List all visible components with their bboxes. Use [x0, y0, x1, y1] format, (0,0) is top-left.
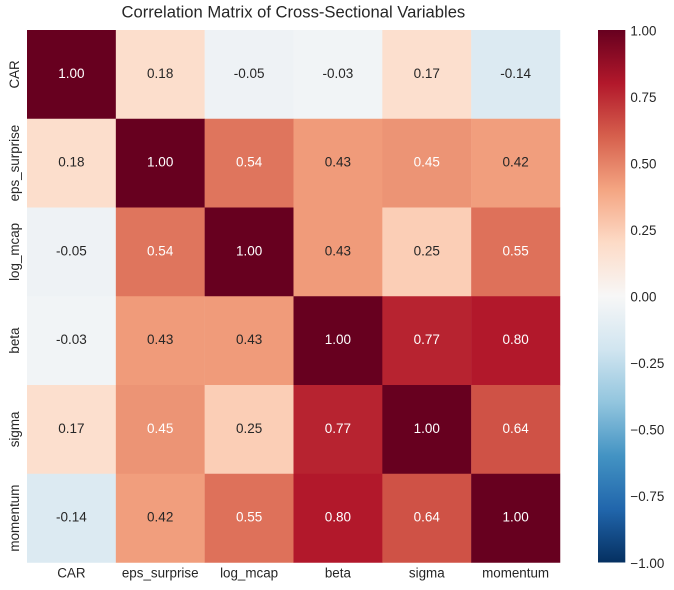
svg-text:−0.25: −0.25 — [630, 356, 664, 371]
svg-text:CAR: CAR — [7, 60, 22, 89]
svg-text:-0.05: -0.05 — [56, 244, 87, 259]
svg-text:beta: beta — [7, 327, 22, 354]
svg-text:-0.14: -0.14 — [56, 510, 87, 525]
svg-text:1.00: 1.00 — [630, 23, 656, 38]
svg-text:1.00: 1.00 — [58, 66, 84, 81]
svg-text:0.75: 0.75 — [630, 90, 656, 105]
svg-text:0.45: 0.45 — [147, 421, 173, 436]
svg-text:0.43: 0.43 — [325, 244, 351, 259]
svg-text:-0.14: -0.14 — [500, 66, 531, 81]
svg-text:0.77: 0.77 — [414, 332, 440, 347]
svg-text:-0.05: -0.05 — [234, 66, 265, 81]
svg-text:0.54: 0.54 — [147, 244, 174, 259]
svg-text:0.45: 0.45 — [414, 155, 440, 170]
svg-text:−0.75: −0.75 — [630, 489, 664, 504]
svg-text:0.77: 0.77 — [325, 421, 351, 436]
svg-text:eps_surprise: eps_surprise — [7, 125, 22, 202]
svg-text:0.00: 0.00 — [630, 290, 656, 305]
svg-text:0.25: 0.25 — [630, 223, 656, 238]
svg-text:momentum: momentum — [7, 485, 22, 552]
svg-text:0.42: 0.42 — [502, 155, 528, 170]
svg-text:Correlation Matrix of Cross-Se: Correlation Matrix of Cross-Sectional Va… — [122, 3, 466, 22]
svg-text:0.55: 0.55 — [502, 244, 528, 259]
svg-text:log_mcap: log_mcap — [7, 223, 22, 281]
svg-text:eps_surprise: eps_surprise — [122, 566, 199, 581]
svg-text:-0.03: -0.03 — [323, 66, 354, 81]
svg-text:sigma: sigma — [7, 411, 22, 447]
svg-text:0.43: 0.43 — [236, 332, 262, 347]
svg-text:1.00: 1.00 — [147, 155, 173, 170]
svg-text:0.25: 0.25 — [236, 421, 262, 436]
svg-text:0.55: 0.55 — [236, 510, 262, 525]
svg-text:−0.50: −0.50 — [630, 423, 664, 438]
svg-text:0.43: 0.43 — [325, 155, 351, 170]
svg-text:beta: beta — [325, 566, 352, 581]
svg-text:sigma: sigma — [409, 566, 445, 581]
svg-text:0.54: 0.54 — [236, 155, 263, 170]
svg-text:1.00: 1.00 — [502, 510, 528, 525]
svg-text:0.18: 0.18 — [58, 155, 84, 170]
svg-text:-0.03: -0.03 — [56, 332, 87, 347]
svg-text:0.43: 0.43 — [147, 332, 173, 347]
svg-text:1.00: 1.00 — [325, 332, 351, 347]
svg-text:1.00: 1.00 — [236, 244, 262, 259]
svg-text:CAR: CAR — [57, 566, 86, 581]
svg-text:0.64: 0.64 — [502, 421, 529, 436]
svg-text:0.50: 0.50 — [630, 156, 656, 171]
svg-text:−1.00: −1.00 — [630, 556, 664, 571]
svg-text:0.17: 0.17 — [414, 66, 440, 81]
svg-text:log_mcap: log_mcap — [220, 566, 278, 581]
svg-text:0.42: 0.42 — [147, 510, 173, 525]
svg-text:0.18: 0.18 — [147, 66, 173, 81]
svg-text:0.64: 0.64 — [414, 510, 441, 525]
svg-text:0.80: 0.80 — [325, 510, 351, 525]
svg-text:0.25: 0.25 — [414, 244, 440, 259]
svg-text:momentum: momentum — [482, 566, 549, 581]
svg-text:0.80: 0.80 — [502, 332, 528, 347]
svg-text:1.00: 1.00 — [414, 421, 440, 436]
svg-text:0.17: 0.17 — [58, 421, 84, 436]
